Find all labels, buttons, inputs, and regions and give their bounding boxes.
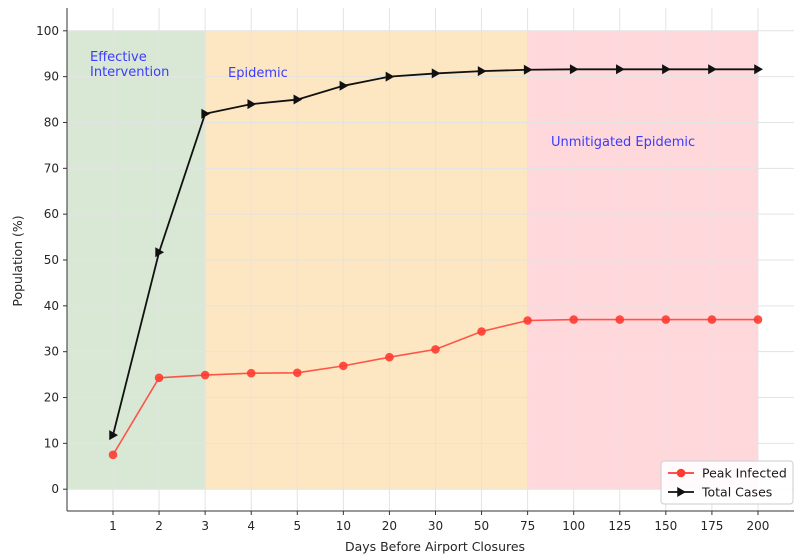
peak-infected-point: [292, 368, 302, 378]
x-tick-label: 75: [520, 519, 535, 533]
x-tick-label: 200: [747, 519, 770, 533]
grid: [67, 8, 794, 511]
x-tick-label: 1: [109, 519, 117, 533]
peak-infected-point: [385, 352, 394, 362]
total-cases-point: [523, 64, 533, 75]
peak-infected-point: [569, 315, 578, 324]
y-tick-label: 80: [44, 115, 59, 129]
total-cases-point: [616, 64, 625, 75]
y-tick-label: 90: [44, 70, 59, 84]
series-group: [108, 64, 763, 460]
total-cases-point: [477, 66, 487, 77]
region-label: Unmitigated Epidemic: [551, 135, 695, 150]
total-cases-point: [662, 64, 671, 75]
legend[interactable]: Peak Infected Total Cases: [660, 460, 794, 505]
x-tick-label: 150: [654, 519, 677, 533]
x-tick-label: 4: [247, 519, 255, 533]
region-label-line: Effective: [90, 50, 147, 65]
y-tick-label: 40: [44, 299, 59, 313]
y-tick-label: 50: [44, 253, 59, 267]
x-tick-label: 175: [700, 519, 723, 533]
peak-infected-point: [339, 361, 348, 371]
peak-infected-point: [615, 315, 625, 324]
peak-infected-point: [661, 315, 671, 324]
peak-infected-point: [523, 316, 532, 325]
y-tick-label: 100: [36, 24, 59, 38]
region-label: Effective Intervention: [90, 50, 169, 80]
region-label-line: Unmitigated Epidemic: [551, 135, 695, 150]
total-cases-point: [293, 94, 303, 105]
y-tick-label: 10: [44, 436, 59, 450]
total-cases-point: [569, 64, 579, 75]
total-cases-point: [431, 68, 441, 79]
peak-infected-point: [753, 315, 763, 324]
peak-infected-point: [707, 315, 717, 324]
peak-infected-point: [246, 368, 256, 378]
x-tick-label: 125: [608, 519, 631, 533]
peak-infected-point: [154, 373, 164, 383]
y-tick-label: 0: [51, 482, 59, 496]
legend-label-total-cases: Total Cases: [701, 485, 772, 500]
total-cases-point: [109, 430, 118, 441]
legend-label-peak-infected: Peak Infected: [702, 466, 787, 481]
total-cases-point: [708, 64, 717, 75]
total-cases-point: [155, 247, 165, 258]
x-tick-label: 3: [201, 519, 209, 533]
total-cases-point: [385, 71, 395, 82]
x-tick-label: 2: [155, 519, 163, 533]
y-tick-label: 30: [44, 345, 59, 359]
total-cases-point: [339, 80, 349, 91]
peak-infected-point: [477, 327, 486, 336]
annotations: Effective Intervention Epidemic Unmitigated…: [90, 50, 695, 150]
x-tick-label: 100: [562, 519, 585, 533]
peak-infected-point: [200, 370, 210, 380]
x-tick-label: 20: [382, 519, 397, 533]
y-tick-label: 20: [44, 391, 59, 405]
peak-infected-point: [108, 450, 118, 460]
total-cases-point: [247, 99, 257, 110]
legend-box: [660, 460, 794, 505]
peak-infected-point: [431, 345, 440, 354]
x-tick-label: 30: [428, 519, 443, 533]
y-tick-label: 70: [44, 161, 59, 175]
total-cases-point: [201, 108, 211, 119]
legend-marker: [676, 468, 686, 478]
region-label-line: Epidemic: [228, 66, 288, 81]
y-axis-label: Population (%): [10, 215, 25, 306]
total-cases-point: [754, 64, 763, 75]
x-axis-label: Days Before Airport Closures: [345, 539, 525, 554]
y-tick-label: 60: [44, 207, 59, 221]
x-tick-label: 50: [474, 519, 489, 533]
legend-marker: [677, 487, 686, 497]
x-tick-label: 10: [336, 519, 351, 533]
region-label-line: Intervention: [90, 65, 169, 80]
x-tick-label: 5: [293, 519, 301, 533]
region-label: Epidemic: [228, 66, 288, 81]
axes: 0 10 20 30 40 50 60 70 80 90 100 1 2 3 4 5 10 20 30 50 75 100…: [36, 8, 794, 533]
